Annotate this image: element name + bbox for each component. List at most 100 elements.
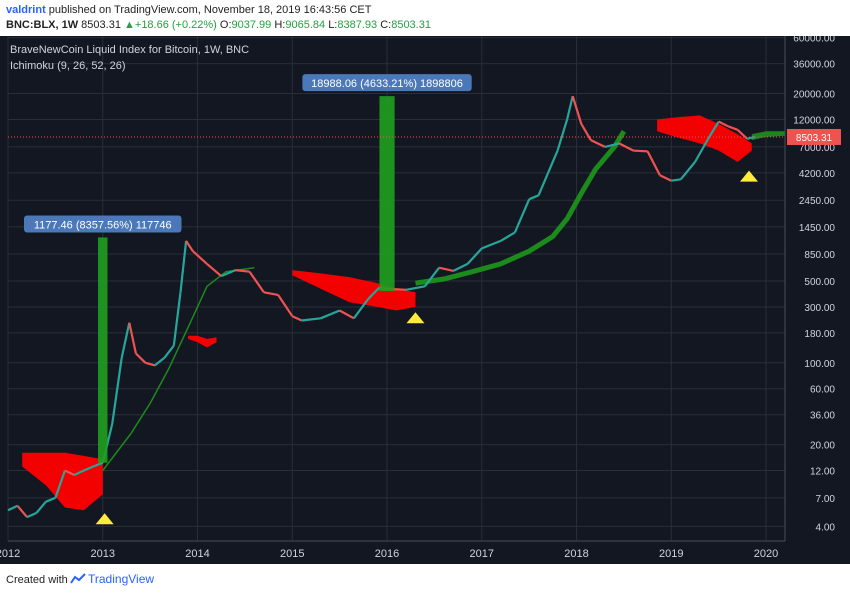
y-tick-label: 850.00	[804, 250, 835, 261]
tradingview-link[interactable]: TradingView	[70, 572, 154, 586]
y-tick-label: 36.00	[810, 411, 835, 422]
price-segment	[537, 172, 550, 196]
gain-label: 1177.46 (8357.56%) 117746	[34, 219, 172, 231]
price-segment	[659, 174, 672, 182]
close-label: C:	[380, 19, 392, 31]
y-tick-label: 12.00	[810, 467, 835, 478]
y-tick-label: 36000.00	[793, 60, 835, 71]
price-segment	[736, 129, 748, 140]
publish-header: valdrint published on TradingView.com, N…	[0, 0, 850, 36]
price-segment	[235, 269, 250, 273]
price-segment	[571, 95, 583, 125]
y-tick-label: 500.00	[804, 277, 835, 288]
x-tick-label: 2018	[564, 548, 588, 560]
price-segment	[301, 317, 321, 322]
open-label: O:	[219, 19, 232, 31]
price-series	[7, 95, 755, 519]
price-segment	[83, 465, 94, 472]
price-segment	[64, 469, 75, 476]
last-price-tag-label: 8503.31	[796, 133, 833, 144]
y-tick-label: 20.00	[810, 441, 835, 452]
price-segment	[135, 352, 147, 364]
price-segment	[111, 357, 123, 425]
ichimoku-clouds	[22, 115, 785, 511]
up-arrow-icon: ▲	[124, 19, 135, 31]
y-tick-label: 180.00	[804, 329, 835, 340]
y-tick-label: 7.00	[816, 494, 836, 505]
price-segment	[438, 266, 454, 272]
chart-background	[0, 36, 850, 564]
ohlc-readout: BNC:BLX, 1W 8503.31 ▲+18.66 (+0.22%) O:9…	[6, 19, 431, 31]
bear-cloud-2016	[292, 270, 416, 311]
indicator-label[interactable]: Ichimoku (9, 26, 52, 26)	[10, 60, 126, 72]
price-segment	[185, 240, 194, 252]
x-tick-label: 2012	[0, 548, 20, 560]
price-segment	[128, 322, 137, 354]
y-tick-label: 4.00	[816, 522, 836, 533]
price-segment	[179, 240, 188, 293]
gain-highlight-bar	[98, 237, 108, 463]
publish-line: valdrint published on TradingView.com, N…	[6, 4, 371, 16]
price-segment	[35, 500, 47, 514]
x-tick-label: 2019	[659, 548, 683, 560]
publisher-username[interactable]: valdrint	[6, 4, 46, 16]
high-value: 9065.84	[285, 19, 326, 31]
price-segment	[154, 357, 165, 367]
price-segment	[220, 269, 236, 278]
price-segment	[452, 262, 469, 272]
y-tick-label: 60000.00	[793, 36, 835, 45]
y-tick-label: 60.00	[810, 385, 835, 396]
x-tick-label: 2016	[375, 548, 399, 560]
price-segment	[145, 361, 156, 367]
move-highlights: 1177.46 (8357.56%) 117746 18988.06 (4633.…	[24, 74, 472, 463]
x-tick-label: 2014	[185, 548, 209, 560]
price-segment	[277, 294, 294, 317]
y-tick-label: 1450.00	[799, 223, 836, 234]
price-segment	[120, 322, 131, 359]
price-segment	[590, 139, 606, 148]
price-segment	[528, 194, 540, 201]
price-chart[interactable]: 1177.46 (8357.56%) 117746 18988.06 (4633.…	[0, 34, 850, 564]
price-segment	[466, 247, 483, 265]
chart-area[interactable]: 1177.46 (8357.56%) 117746 18988.06 (4633.…	[0, 34, 850, 564]
price-segment	[481, 239, 502, 250]
price-segment	[746, 135, 755, 140]
signal-triangle-marker	[406, 312, 425, 324]
chart-title: BraveNewCoin Liquid Index for Bitcoin, 1…	[10, 44, 249, 56]
price-segment	[500, 231, 516, 242]
price-segment	[646, 150, 661, 176]
bear-cloud-2013	[22, 452, 103, 511]
price-segment	[45, 496, 56, 503]
x-tick-label: 2020	[754, 548, 778, 560]
bear-cloud-2019	[657, 115, 752, 162]
open-value: 9037.99	[231, 19, 272, 31]
low-label: L:	[328, 19, 338, 31]
price-segment	[708, 121, 720, 138]
price-segment	[16, 505, 28, 518]
senkou-bull-span	[415, 129, 627, 286]
price-segment	[718, 120, 729, 128]
x-tick-label: 2017	[470, 548, 494, 560]
price-segment	[291, 315, 303, 322]
publish-info: published on TradingView.com, November 1…	[48, 4, 372, 16]
price-segment	[192, 250, 208, 265]
price-segment	[679, 161, 696, 180]
price-segment	[405, 285, 426, 291]
signal-triangle-marker	[95, 513, 114, 525]
price-segment	[172, 292, 182, 346]
price-segment	[339, 309, 355, 320]
price-segment	[513, 198, 531, 233]
price-segment	[353, 298, 369, 319]
y-tick-label: 2450.00	[799, 196, 836, 207]
gain-highlight-bar	[379, 96, 395, 292]
price-segment	[618, 142, 634, 152]
price-change: +18.66 (+0.22%)	[134, 19, 217, 31]
y-tick-label: 7000.00	[799, 143, 836, 154]
price-segment	[320, 309, 341, 320]
price-segment	[633, 149, 648, 153]
price-segment	[7, 504, 18, 512]
price-segment	[54, 470, 66, 499]
y-tick-label: 300.00	[804, 303, 835, 314]
footer: Created with TradingView	[0, 564, 850, 595]
price-segment	[694, 136, 711, 163]
